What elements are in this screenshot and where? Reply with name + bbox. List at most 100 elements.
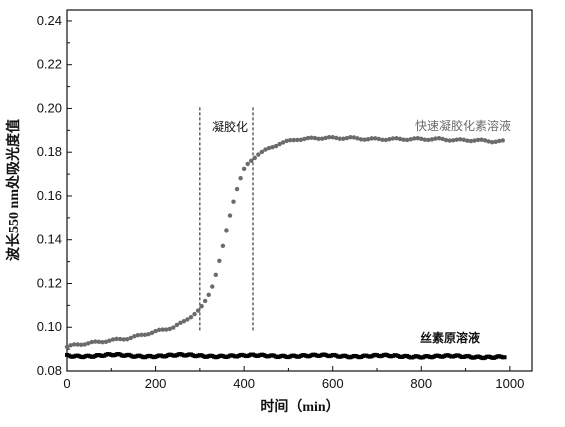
fast-gel-point (358, 137, 364, 142)
fast-gel-point (110, 337, 116, 342)
fast-gel-point (125, 337, 130, 342)
fast-gel-point (135, 332, 141, 338)
fast-gel-point (114, 336, 119, 342)
fast-gel-point (188, 314, 194, 320)
fast-gel-point (422, 137, 428, 142)
fast-gel-point (468, 138, 474, 144)
y-tick-label: 0.24 (37, 13, 62, 28)
fast-gel-point (390, 136, 396, 141)
y-tick-label: 0.20 (37, 100, 62, 115)
fast-gel-point (241, 166, 247, 172)
fast-gel-point (330, 135, 335, 140)
series-raw (65, 352, 507, 361)
fast-gel-point (376, 136, 381, 142)
fast-gel-point (280, 140, 286, 145)
fast-gel-point (167, 326, 172, 332)
fast-gel-point (181, 318, 187, 324)
fast-gel-point (117, 336, 123, 342)
fast-gel-point (284, 138, 289, 144)
fast-gel-point (482, 138, 488, 143)
fast-gel-point (153, 328, 158, 334)
fast-gel-point (217, 258, 222, 263)
fast-gel-point (192, 311, 197, 317)
fast-gel-point (465, 138, 470, 143)
x-tick-label: 0 (63, 376, 70, 391)
fast-gel-series-label: 快速凝胶化素溶液 (415, 118, 511, 133)
fast-gel-point (312, 135, 318, 141)
fast-gel-point (298, 137, 304, 142)
fast-gel-point (475, 137, 481, 143)
fast-gel-point (164, 327, 169, 332)
fast-gel-point (334, 135, 339, 141)
fast-gel-point (479, 137, 484, 142)
fast-gel-point (199, 304, 204, 309)
x-tick-label: 800 (410, 376, 432, 391)
y-tick-label: 0.08 (37, 363, 62, 378)
fast-gel-point (408, 137, 413, 142)
fast-gel-point (195, 308, 201, 313)
fast-gel-point (252, 155, 257, 161)
fast-gel-point (302, 136, 307, 142)
fast-gel-point (231, 199, 236, 204)
fast-gel-point (160, 327, 165, 332)
fast-gel-point (121, 337, 126, 342)
fast-gel-point (224, 228, 229, 233)
fast-gel-point (493, 139, 498, 144)
fast-gel-point (68, 343, 73, 348)
fast-gel-point (341, 136, 346, 141)
fast-gel-point (75, 342, 80, 347)
x-axis: 0 200 400 600 800 1000 (63, 366, 524, 391)
fast-gel-point (210, 284, 215, 289)
raw-point (502, 355, 507, 360)
fast-gel-point (461, 137, 466, 142)
fast-gel-point (450, 138, 456, 143)
fast-gel-point (266, 145, 272, 151)
y-tick-label: 0.16 (37, 188, 62, 203)
y-tick-label: 0.22 (37, 57, 62, 72)
y-tick-label: 0.12 (37, 275, 62, 290)
fast-gel-point (351, 135, 357, 140)
fast-gel-point (277, 141, 282, 147)
fast-gel-point (429, 137, 435, 142)
x-tick-label: 400 (233, 376, 255, 391)
fast-gel-point (412, 136, 417, 141)
fast-gel-point (249, 158, 254, 164)
fast-gel-point (78, 342, 84, 348)
fast-gel-point (149, 330, 155, 335)
fast-gel-point (93, 339, 98, 344)
fast-gel-point (174, 322, 180, 328)
fast-gel-point (132, 334, 137, 339)
fast-gel-point (383, 137, 389, 143)
x-tick-label: 1000 (495, 376, 524, 391)
fast-gel-point (426, 137, 431, 143)
x-tick-label: 200 (145, 376, 167, 391)
fast-gel-point (234, 186, 240, 192)
fast-gel-point (256, 152, 261, 157)
y-tick-label: 0.10 (37, 319, 62, 334)
fast-gel-point (128, 335, 133, 341)
fast-gel-point (344, 135, 350, 141)
fast-gel-point (316, 136, 321, 141)
fast-gel-point (238, 175, 243, 181)
fast-gel-point (337, 136, 342, 141)
fast-gel-point (89, 339, 95, 345)
fast-gel-point (326, 135, 332, 140)
fast-gel-point (394, 136, 399, 141)
plot-area (66, 9, 533, 372)
fast-gel-point (365, 136, 371, 142)
fast-gel-point (404, 137, 410, 143)
fast-gel-point (440, 136, 445, 142)
fast-gel-point (397, 136, 403, 142)
fast-gel-point (323, 135, 328, 141)
fast-gel-point (447, 138, 452, 143)
fast-gel-point (305, 135, 311, 141)
fast-gel-point (263, 147, 268, 152)
fast-gel-point (82, 342, 87, 347)
fast-gel-point (500, 138, 505, 143)
fast-gel-point (291, 137, 296, 143)
fast-gel-point (107, 338, 112, 343)
y-axis: 0.08 0.10 0.12 0.14 0.16 0.18 0.20 0.22 0.24 (37, 13, 72, 378)
fast-gel-point (220, 243, 226, 249)
fast-gel-point (443, 137, 449, 143)
fast-gel-point (373, 136, 378, 141)
